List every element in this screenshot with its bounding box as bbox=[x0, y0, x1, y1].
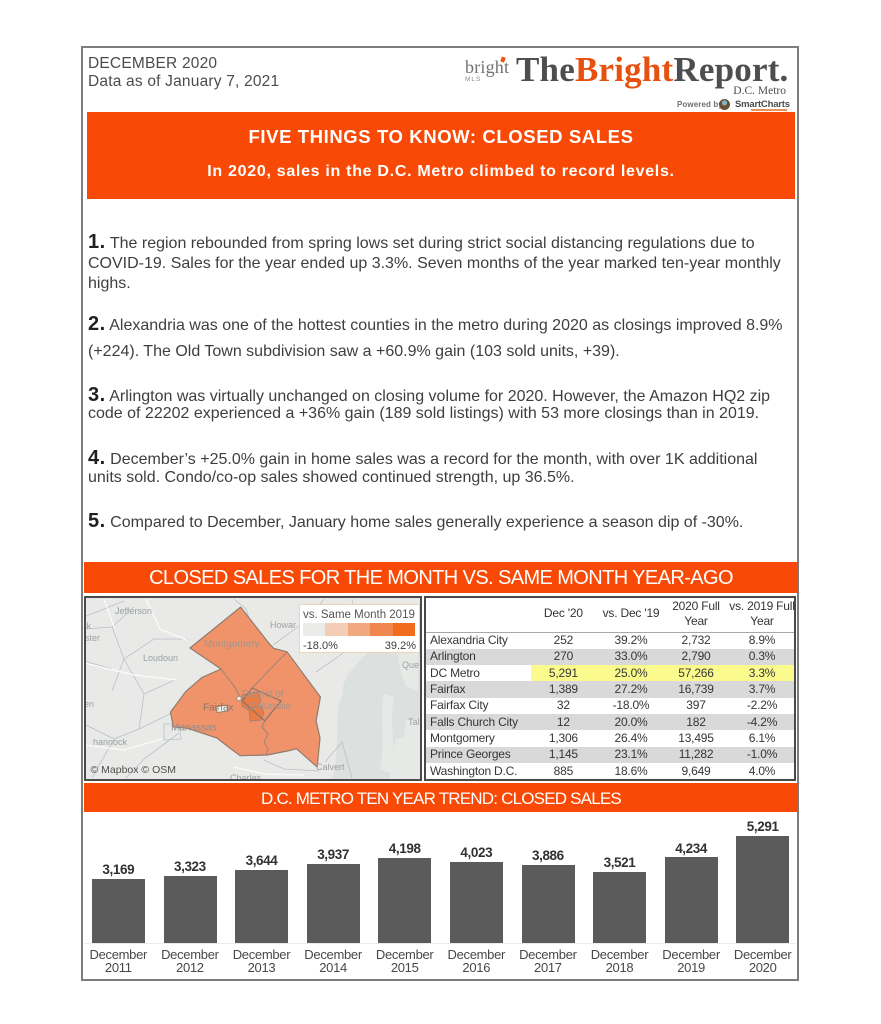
svg-text:Jefferson: Jefferson bbox=[115, 606, 152, 616]
svg-text:Columbia: Columbia bbox=[249, 701, 292, 712]
svg-text:Charles: Charles bbox=[230, 773, 262, 779]
svg-text:hannock: hannock bbox=[93, 737, 128, 747]
svg-text:Fairfax: Fairfax bbox=[203, 703, 234, 714]
svg-text:Calvert: Calvert bbox=[316, 762, 345, 772]
svg-text:en: en bbox=[86, 699, 94, 709]
svg-text:Montgomery: Montgomery bbox=[204, 639, 260, 650]
svg-text:Tal: Tal bbox=[408, 717, 420, 727]
svg-text:District of: District of bbox=[242, 689, 284, 700]
svg-text:Howar: Howar bbox=[270, 620, 296, 630]
svg-text:Manassas: Manassas bbox=[171, 723, 217, 734]
svg-text:ck: ck bbox=[86, 621, 92, 631]
svg-text:ester: ester bbox=[86, 633, 100, 643]
svg-text:© Mapbox © OSM: © Mapbox © OSM bbox=[91, 764, 177, 776]
svg-text:Loudoun: Loudoun bbox=[143, 653, 178, 663]
svg-text:Que: Que bbox=[402, 660, 419, 670]
